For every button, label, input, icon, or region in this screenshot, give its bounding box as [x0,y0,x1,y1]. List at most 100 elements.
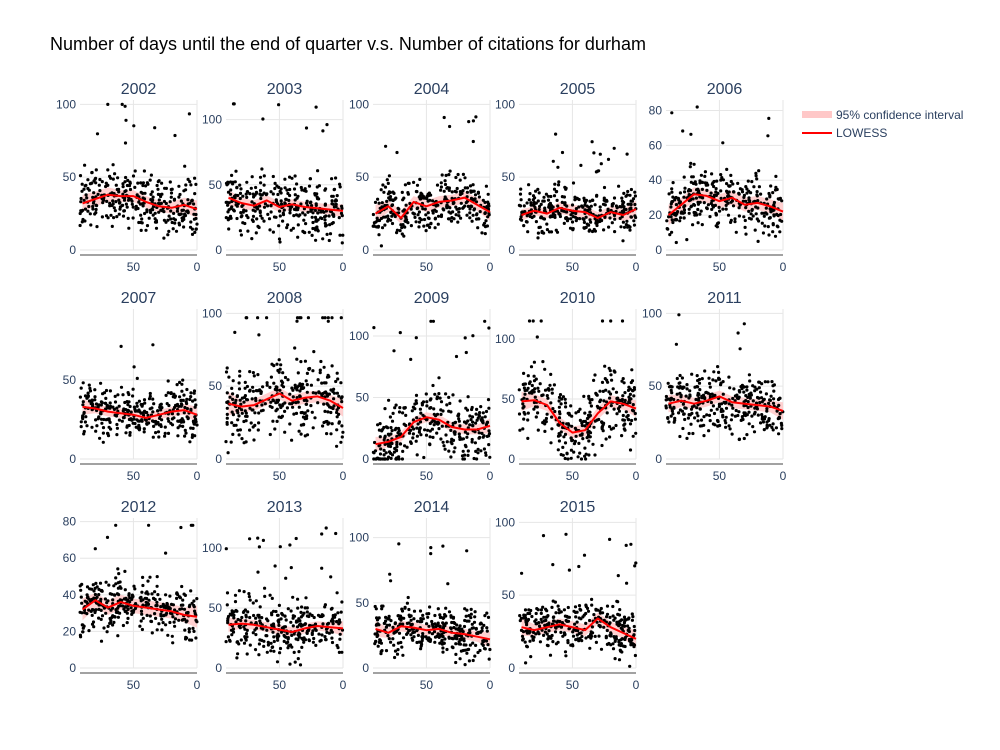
data-point [305,416,309,420]
data-point [339,316,343,320]
data-point [124,202,128,206]
data-point [179,398,183,403]
data-point [291,624,295,628]
data-point [226,451,230,455]
data-point [585,421,589,426]
data-point [327,421,331,425]
data-point [583,203,587,207]
data-point [380,226,385,230]
data-point [618,619,622,623]
data-point [397,429,401,433]
data-point [180,584,184,589]
data-point [533,405,538,409]
data-point [432,423,436,427]
data-point [544,416,549,421]
data-point [527,631,531,635]
data-point [233,196,237,200]
data-point [483,647,487,651]
data-point [322,402,326,406]
data-point [551,212,555,216]
data-point [107,583,111,587]
data-point [304,379,308,383]
data-point [615,412,619,416]
x-tick-label: 50 [713,260,727,274]
legend-item-ci[interactable]: 95% confidence interval [802,108,963,122]
data-point [269,210,273,214]
data-point [530,634,534,638]
data-point [254,599,258,603]
data-point [98,177,102,182]
data-point [160,406,164,410]
data-point [548,653,553,657]
data-point [119,385,124,389]
data-point [148,178,152,182]
data-point [127,400,131,404]
data-point [561,634,565,638]
data-point [177,212,181,216]
data-point [156,180,160,184]
data-point [325,630,329,635]
data-point [725,182,729,186]
data-point [562,221,566,225]
data-point [475,213,479,217]
data-point [180,382,184,386]
data-point [289,566,293,570]
subplot-title: 2007 [121,290,157,307]
data-point [471,420,475,424]
data-point [88,587,92,591]
data-point [609,319,613,323]
data-point [559,625,564,629]
data-point [763,224,767,228]
data-point [326,319,330,323]
data-point [574,615,578,619]
legend[interactable]: 95% confidence interval LOWESS [802,108,963,140]
data-point [417,225,421,229]
data-point [527,608,531,612]
data-point [729,179,733,184]
data-point [167,214,171,218]
data-point [467,120,471,124]
data-point [242,609,246,613]
data-point [431,199,435,203]
data-point [130,597,134,602]
data-point [308,177,312,181]
data-point [538,640,543,644]
data-point [106,432,110,436]
data-point [144,184,148,188]
data-point [175,383,179,387]
data-point [532,379,537,383]
data-point [630,418,634,423]
data-point [230,386,234,390]
data-point [156,187,160,191]
data-point [450,190,454,194]
data-point [163,186,167,190]
data-point [444,173,448,177]
data-point [116,393,120,397]
data-point [81,417,85,421]
data-point [608,369,612,373]
data-point [153,211,157,215]
data-point [427,630,431,634]
data-point [603,377,607,381]
data-point [428,398,432,402]
data-point [248,615,252,620]
legend-item-lowess[interactable]: LOWESS [802,126,887,140]
data-point [293,174,297,178]
data-point [268,228,272,232]
data-point [79,196,83,201]
data-point [376,225,380,229]
data-point [452,625,456,630]
data-point [87,399,92,403]
data-point [714,187,718,191]
data-point [545,222,549,226]
data-point [436,607,440,611]
data-point [291,614,295,618]
data-point [121,604,125,608]
data-point [117,198,121,202]
data-point [471,119,475,123]
data-point [425,612,429,616]
data-point [226,400,230,404]
data-point [279,199,283,203]
data-point [123,605,127,609]
